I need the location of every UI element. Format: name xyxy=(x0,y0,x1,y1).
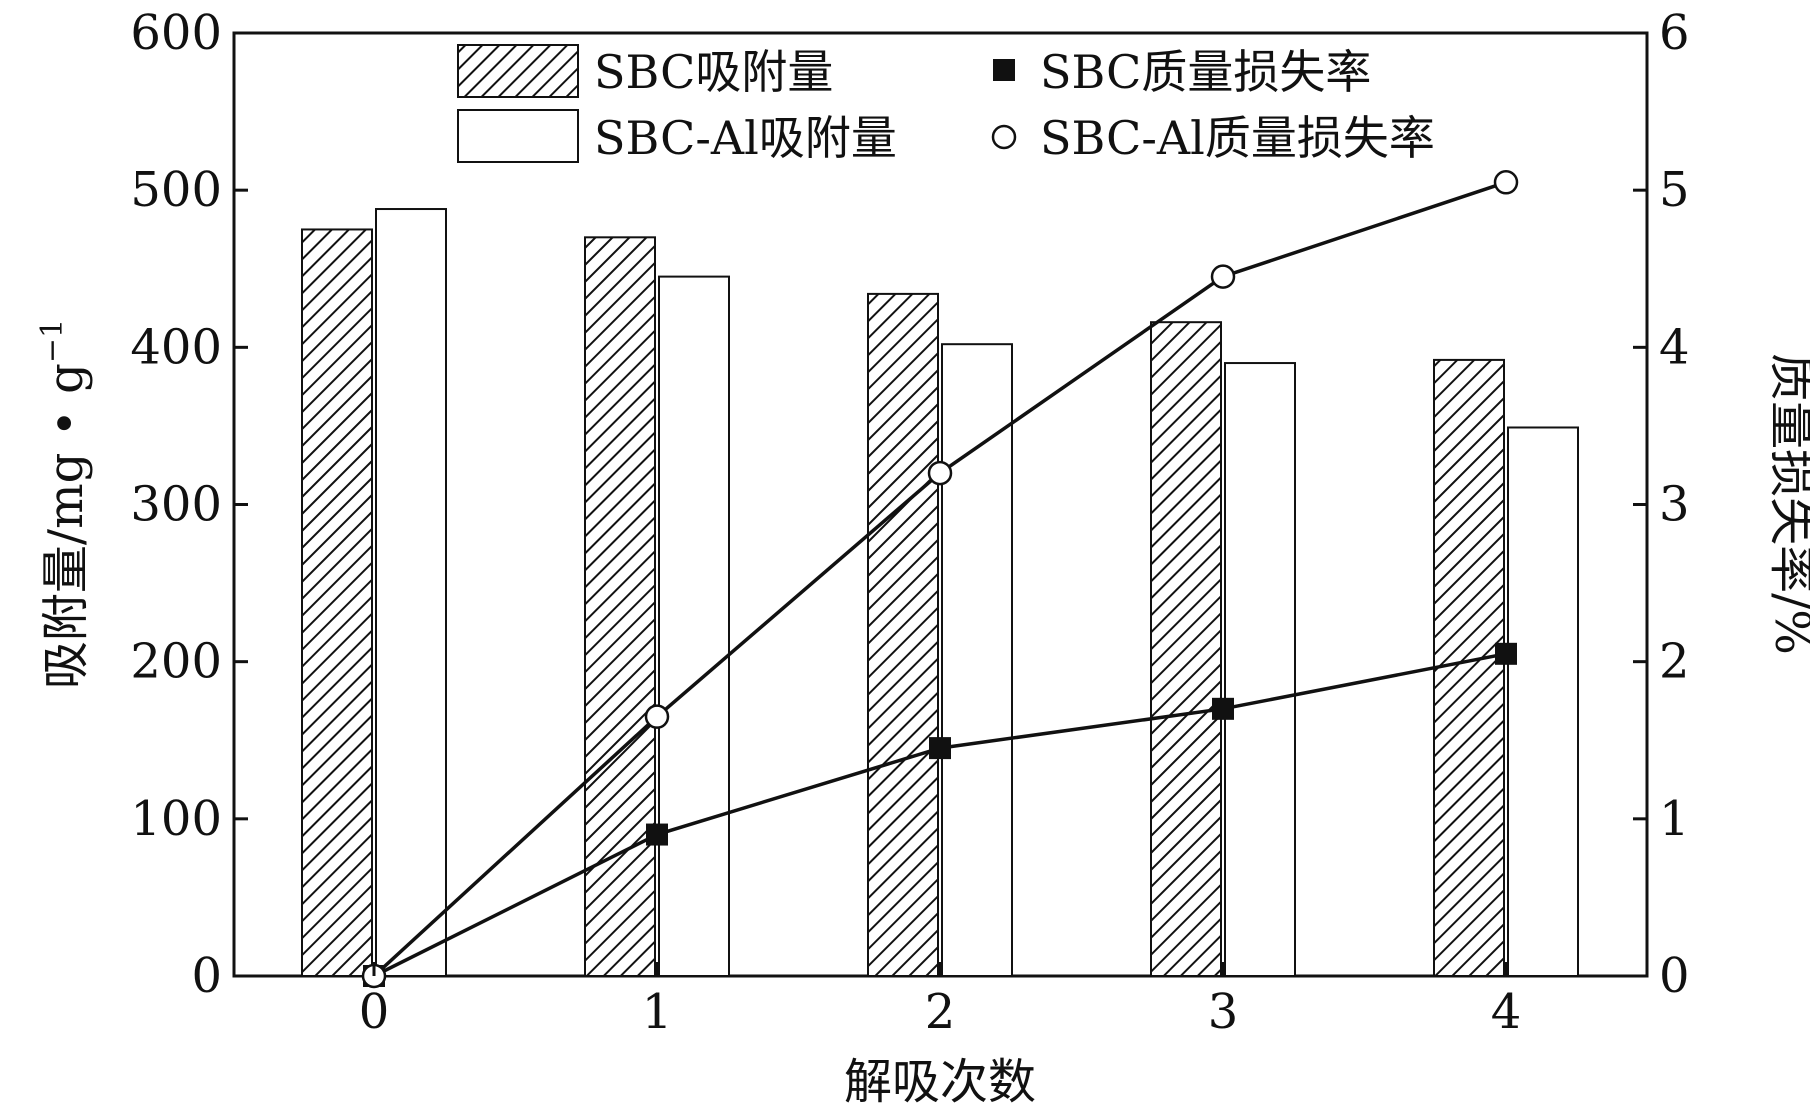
x-tick-label-2: 2 xyxy=(925,984,956,1040)
bar-sbc-al-4 xyxy=(1507,426,1579,977)
bar-sbc-4 xyxy=(1433,358,1505,977)
y2-tick-label-0: 0 xyxy=(1659,948,1690,1004)
point-sbc-al-loss-2 xyxy=(927,460,953,486)
point-sbc-loss-1 xyxy=(646,823,668,846)
x-tick-label-1: 1 xyxy=(642,984,673,1040)
y-tick-label-400: 400 xyxy=(130,319,222,375)
bars xyxy=(301,208,1579,978)
legend-label-sbc-al-adsorption: SBC-Al吸附量 xyxy=(594,111,897,165)
x-tick-label-0: 0 xyxy=(359,984,390,1040)
y-tick-label-0: 0 xyxy=(191,948,222,1004)
legend-marker-sbc-loss xyxy=(993,59,1015,81)
y-tick-label-200: 200 xyxy=(130,634,222,690)
legend: SBC吸附量 SBC-Al吸附量 SBC质量损失率 SBC-Al质量损失率 xyxy=(457,44,1435,165)
y2-axis-title: 质量损失率/% xyxy=(1764,353,1810,655)
point-sbc-al-loss-3 xyxy=(1210,264,1236,289)
lines xyxy=(361,170,1519,989)
point-sbc-loss-4 xyxy=(1495,642,1517,665)
legend-label-sbc-loss: SBC质量损失率 xyxy=(1040,45,1371,99)
y2-tick-label-4: 4 xyxy=(1659,319,1690,375)
legend-swatch-sbc-al-adsorption xyxy=(457,109,579,163)
x-tick-label-4: 4 xyxy=(1491,984,1522,1040)
y-tick-label-600: 600 xyxy=(130,5,222,61)
bar-sbc-3 xyxy=(1150,321,1222,978)
y-axis-title: 吸附量/mg • g−1 xyxy=(35,319,94,689)
y-tick-label-500: 500 xyxy=(130,162,222,218)
point-sbc-loss-3 xyxy=(1212,697,1234,720)
y2-tick-label-5: 5 xyxy=(1659,162,1690,218)
line-sbc-loss xyxy=(373,652,1507,978)
bar-sbc-al-2 xyxy=(941,343,1013,977)
y-tick-label-300: 300 xyxy=(130,477,222,533)
legend-label-sbc-al-loss: SBC-Al质量损失率 xyxy=(1040,111,1435,165)
y-tick-label-100: 100 xyxy=(130,791,222,847)
legend-marker-sbc-al-loss xyxy=(991,124,1017,150)
y2-tick-label-2: 2 xyxy=(1659,634,1690,690)
point-sbc-al-loss-4 xyxy=(1493,170,1519,195)
legend-swatch-sbc-adsorption xyxy=(457,44,579,98)
bar-sbc-al-0 xyxy=(375,208,447,977)
x-axis-title: 解吸次数 xyxy=(844,1054,1036,1110)
legend-label-sbc-adsorption: SBC吸附量 xyxy=(594,45,833,99)
bar-sbc-2 xyxy=(867,292,939,977)
point-sbc-loss-2 xyxy=(929,737,951,760)
axes: 0 100 200 300 400 500 600 0 1 2 3 4 5 6 0 1 2 3 4 xyxy=(130,5,1689,1040)
line-sbc-al-loss xyxy=(372,180,1507,978)
bar-sbc-0 xyxy=(301,228,373,978)
point-sbc-al-loss-1 xyxy=(644,704,670,729)
bar-sbc-al-1 xyxy=(658,275,730,977)
x-tick-label-3: 3 xyxy=(1208,984,1239,1040)
y2-tick-label-6: 6 xyxy=(1659,5,1690,61)
y2-tick-label-3: 3 xyxy=(1659,477,1690,533)
y2-tick-label-1: 1 xyxy=(1659,791,1690,847)
bar-sbc-al-3 xyxy=(1224,362,1296,977)
